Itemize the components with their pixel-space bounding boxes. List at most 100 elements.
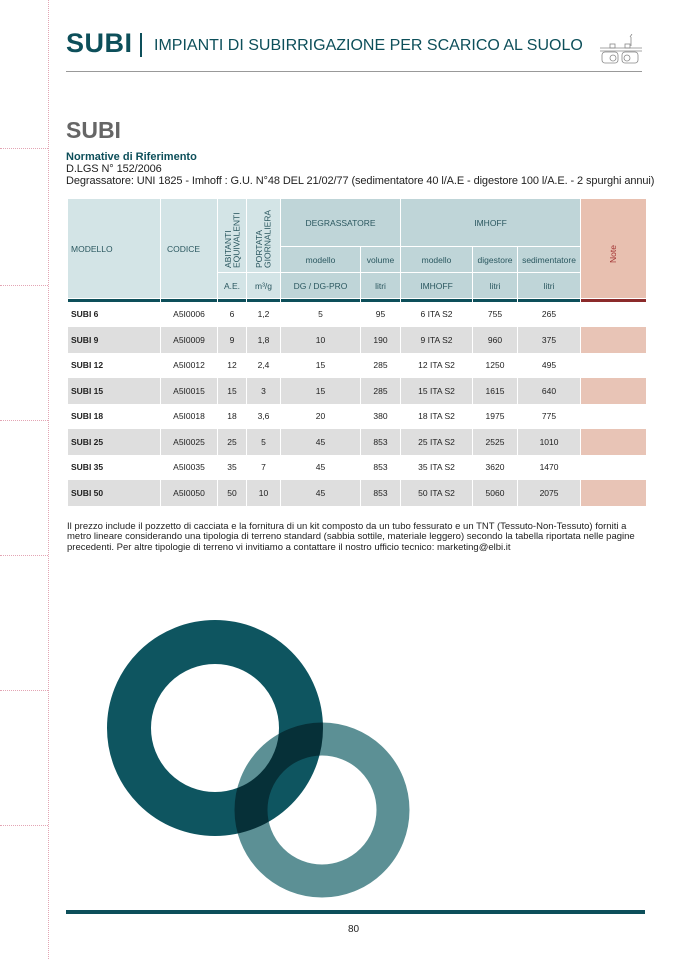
table-cell: 2,4 [246,352,281,378]
table-cell: 9 [217,327,247,353]
table-cell: SUBI 35 [67,454,161,480]
table-cell: 25 ITA S2 [400,429,474,455]
table-cell: 375 [517,327,582,353]
note-cell [580,429,648,455]
table-cell: 2075 [517,480,582,506]
margin-guide [0,690,48,691]
margin-guide [0,825,48,826]
table-cell: 1,8 [246,327,281,353]
table-row: SUBI 15 A5I0015 15 3 15 285 15 ITA S2 1615 640 [67,378,648,404]
note-cell [580,403,648,429]
table-cell: 1,2 [246,301,281,327]
table-cell: 755 [472,301,519,327]
ring-light [234,722,410,898]
table-cell: 853 [359,454,402,480]
table-row: SUBI 6 A5I0006 6 1,2 5 95 6 ITA S2 755 265 [67,301,648,327]
table-cell: 853 [359,480,402,506]
table-cell: A5I0006 [160,301,218,327]
table-cell: 45 [280,454,361,480]
table-cell: 18 ITA S2 [400,403,474,429]
unit-header: litri [472,272,519,299]
table-cell: SUBI 50 [67,480,161,506]
table-cell: SUBI 15 [67,378,161,404]
table-row: SUBI 25 A5I0025 25 5 45 853 25 ITA S2 2525 1010 [67,429,648,455]
table-row: SUBI 50 A5I0050 50 10 45 853 50 ITA S2 5060 2075 [67,480,648,506]
sub-header: volume [359,246,402,273]
table-cell: A5I0035 [160,454,218,480]
table-cell: 18 [217,403,247,429]
header-subtitle: IMPIANTI DI SUBIRRIGAZIONE PER SCARICO A… [154,37,583,54]
table-row: SUBI 18 A5I0018 18 3,6 20 380 18 ITA S2 1975 775 [67,403,648,429]
table-cell: 20 [280,403,361,429]
page-title: SUBI [66,117,121,143]
table-cell: 25 [217,429,247,455]
unit-header: A.E. [217,272,247,299]
col-modello: MODELLO [67,198,161,299]
norm-line: D.LGS N° 152/2006 [66,163,162,175]
table-cell: 12 [217,352,247,378]
ring-dark [107,620,323,836]
note-cell [580,480,648,506]
table-cell: 15 [280,378,361,404]
table-cell: SUBI 18 [67,403,161,429]
table-cell: 7 [246,454,281,480]
note-cell [580,327,648,353]
table-cell: 50 ITA S2 [400,480,474,506]
col-abitanti: ABITANTI EQUIVALENTI [217,198,247,273]
decorative-rings [107,620,410,898]
footnote: Il prezzo include il pozzetto di cacciat… [67,520,635,553]
sub-header: digestore [472,246,519,273]
margin-guide [0,555,48,556]
table-cell: 6 ITA S2 [400,301,474,327]
table-cell: 2525 [472,429,519,455]
table-row: SUBI 9 A5I0009 9 1,8 10 190 9 ITA S2 960 375 [67,327,648,353]
table-cell: 1975 [472,403,519,429]
table-cell: SUBI 25 [67,429,161,455]
table-cell: 1615 [472,378,519,404]
divider [140,33,142,57]
table-cell: A5I0015 [160,378,218,404]
table-cell: A5I0018 [160,403,218,429]
table-row: SUBI 12 A5I0012 12 2,4 15 285 12 ITA S2 1250 495 [67,352,648,378]
table-cell: 775 [517,403,582,429]
table-cell: 285 [359,378,402,404]
table-cell: 5 [280,301,361,327]
note-cell [580,352,648,378]
unit-header: litri [517,272,582,299]
table-cell: SUBI 9 [67,327,161,353]
table-cell: 960 [472,327,519,353]
table-cell: 190 [359,327,402,353]
col-note: Note [580,198,648,299]
table-cell: A5I0025 [160,429,218,455]
margin-guide [0,420,48,421]
col-codice: CODICE [160,198,218,299]
footer-bar [66,910,645,914]
sub-header: modello [400,246,474,273]
table-cell: 5060 [472,480,519,506]
col-portata-label: PORTATA GIORNALIERA [254,209,273,268]
table-cell: 1250 [472,352,519,378]
table-cell: SUBI 6 [67,301,161,327]
table-cell: 3620 [472,454,519,480]
table-cell: 265 [517,301,582,327]
table-cell: A5I0012 [160,352,218,378]
header-rule [66,71,642,72]
table-cell: 50 [217,480,247,506]
note-cell [580,378,648,404]
unit-header: litri [359,272,402,299]
norm-line: Degrassatore: UNI 1825 - Imhoff : G.U. N… [66,175,655,187]
table-cell: 35 [217,454,247,480]
tank-icon [600,34,642,64]
product-table: MODELLO CODICE ABITANTI EQUIVALENTI PORT… [67,198,648,506]
col-abitanti-label: ABITANTI EQUIVALENTI [222,211,242,268]
table-cell: 495 [517,352,582,378]
table-cell: 15 [217,378,247,404]
unit-header: DG / DG-PRO [280,272,361,299]
note-cell [580,301,648,327]
page-number: 80 [348,924,360,935]
unit-header: m³/g [246,272,281,299]
table-cell: 10 [246,480,281,506]
main-content: MODELLO CODICE ABITANTI EQUIVALENTI PORT… [67,198,651,553]
table-cell: 3,6 [246,403,281,429]
unit-header: IMHOFF [400,272,474,299]
